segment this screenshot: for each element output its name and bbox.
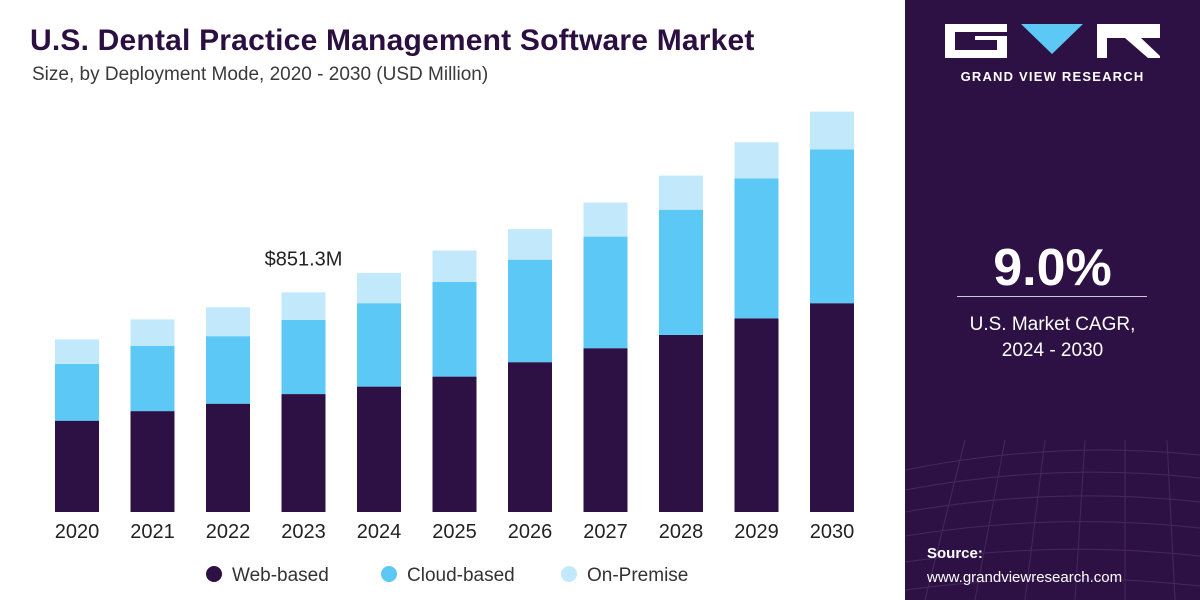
bar-annotation-2023: $851.3M [265,248,343,270]
x-tick-label-2028: 2028 [659,521,704,543]
bar-web-based-2030 [810,303,854,512]
grand-view-research-logo [945,24,1160,58]
source-label: Source: [927,545,983,562]
bar-on-premise-2027 [583,202,628,237]
x-tick-label-2022: 2022 [206,521,251,543]
legend-label-cloud-based: Cloud-based [407,565,515,586]
bar-web-based-2021 [130,411,175,512]
x-tick-label-2030: 2030 [810,521,855,543]
cagr-label-line-1: U.S. Market CAGR, [969,314,1136,335]
bar-on-premise-2025 [432,250,477,282]
bar-on-premise-2022 [206,307,250,337]
brand-name: GRAND VIEW RESEARCH [960,69,1145,84]
bar-web-based-2023 [281,394,326,512]
x-tick-label-2023: 2023 [281,521,326,543]
bar-cloud-based-2029 [734,178,779,319]
legend-label-on-premise: On-Premise [587,565,688,586]
legend-label-web-based: Web-based [232,565,329,586]
bar-web-based-2028 [659,334,703,512]
bar-web-based-2027 [583,348,628,512]
bar-cloud-based-2021 [130,346,175,412]
bar-web-based-2022 [206,403,250,512]
x-tick-label-2024: 2024 [357,521,402,543]
bar-on-premise-2028 [659,175,703,210]
cagr-label: U.S. Market CAGR, 2024 - 2030 [905,312,1200,364]
bar-web-based-2024 [357,386,401,512]
x-tick-label-2029: 2029 [734,521,779,543]
stacked-bar-chart: 2020 2021 2022 2023 $851.3M 2024 2025 2026 2027 2… [55,111,855,586]
chart-title: U.S. Dental Practice Management Software… [30,24,755,57]
bar-cloud-based-2027 [583,236,628,349]
legend-swatch-web-based [206,566,222,582]
cagr-label-line-2: 2024 - 2030 [1001,340,1104,361]
x-tick-label-2027: 2027 [583,521,628,543]
summary-panel: GRAND VIEW RESEARCH 9.0% U.S. Market CAG… [905,0,1200,600]
cagr-divider [957,296,1147,297]
bar-on-premise-2029 [734,142,779,179]
cagr-value: 9.0% [993,239,1112,297]
bar-on-premise-2023 [281,292,326,320]
bar-web-based-2025 [432,376,477,512]
bar-on-premise-2021 [130,319,175,346]
bar-on-premise-2024 [357,273,401,304]
legend-swatch-on-premise [561,566,577,582]
bar-cloud-based-2022 [206,336,250,404]
bar-cloud-based-2024 [357,303,401,387]
bar-on-premise-2026 [508,229,552,260]
bar-cloud-based-2030 [810,149,854,304]
bar-web-based-2029 [734,318,779,512]
grid-pattern-decoration [905,439,1200,600]
x-tick-label-2025: 2025 [432,521,477,543]
chart-panel: U.S. Dental Practice Management Software… [30,24,855,586]
bar-cloud-based-2023 [281,320,326,394]
source-link[interactable]: www.grandviewresearch.com [927,569,1123,586]
bar-web-based-2020 [55,420,99,512]
chart-subtitle: Size, by Deployment Mode, 2020 - 2030 (U… [32,64,489,85]
x-tick-label-2026: 2026 [508,521,553,543]
bar-web-based-2026 [508,362,552,512]
bar-cloud-based-2028 [659,209,703,335]
bar-on-premise-2020 [55,339,99,364]
bar-on-premise-2030 [810,111,854,150]
x-tick-label-2020: 2020 [55,521,100,543]
x-tick-label-2021: 2021 [130,521,175,543]
bar-cloud-based-2026 [508,259,552,363]
legend-swatch-cloud-based [381,566,397,582]
bar-cloud-based-2020 [55,363,99,421]
bar-cloud-based-2025 [432,281,477,377]
